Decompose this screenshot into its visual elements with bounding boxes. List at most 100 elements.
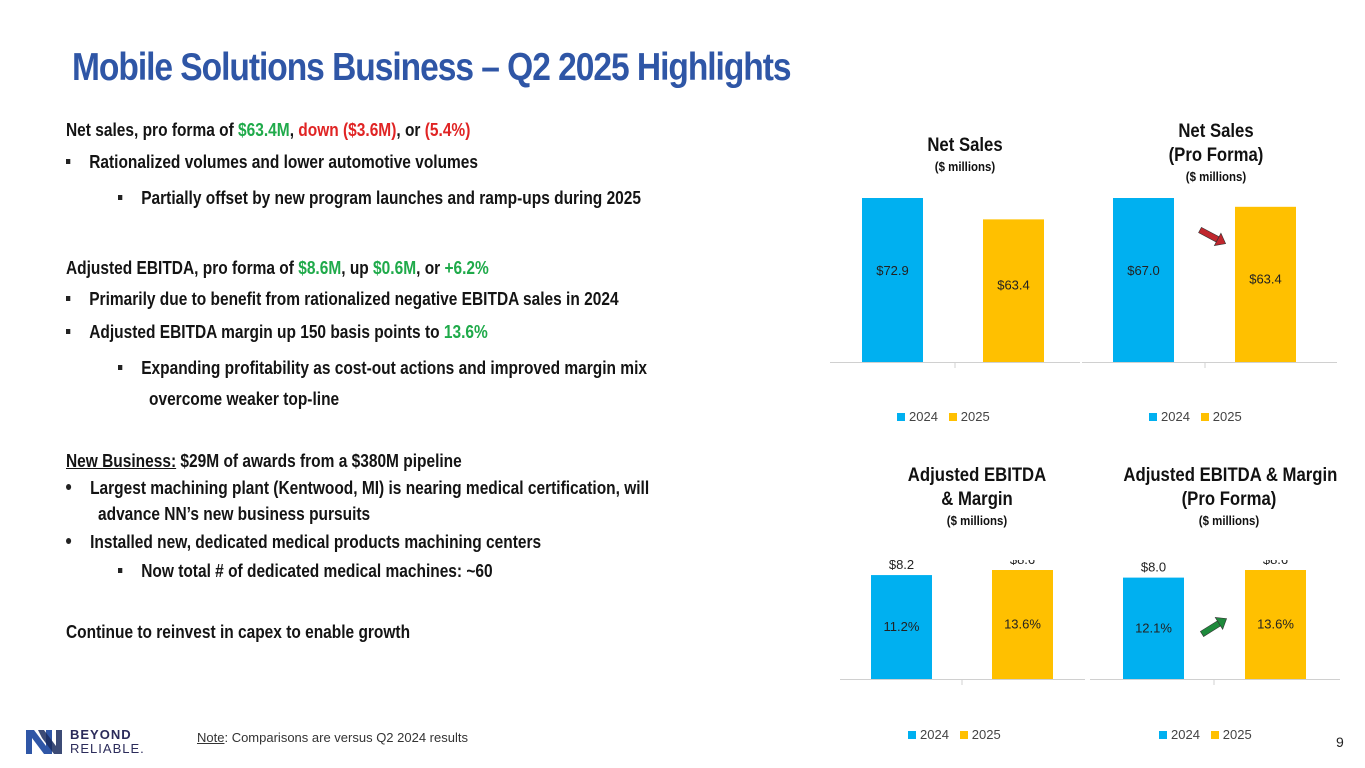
chart-subtitle: ($ millions) — [1198, 513, 1260, 528]
legend: 2024 2025 — [1149, 409, 1242, 424]
text-of: of — [214, 120, 239, 140]
chart-title-net-sales: Net Sales ($ millions) — [877, 134, 1053, 176]
chart-title-text: (Pro Forma) — [1181, 489, 1277, 510]
list-item-text: Adjusted EBITDA margin up 150 basis poin… — [89, 322, 444, 342]
margin-label: 13.6% — [1004, 617, 1041, 632]
legend-label: 2025 — [1222, 727, 1252, 742]
ebitda-pf-chart: $8.0 12.1% $8.6 13.6% — [1090, 560, 1340, 685]
chart-subtitle: ($ millions) — [934, 159, 996, 174]
list-item-text: Installed new, dedicated medical product… — [90, 532, 542, 552]
data-label: $8.6 — [1010, 560, 1035, 567]
new-business-text: $29M of awards from a $380M pipeline — [176, 451, 462, 471]
bullet-marker — [66, 158, 71, 164]
list-item-continuation: advance NN’s new business pursuits — [98, 504, 371, 524]
data-label: $63.4 — [1249, 271, 1282, 286]
page-number: 9 — [1336, 734, 1344, 750]
list-item: Now total # of dedicated medical machine… — [118, 561, 493, 582]
data-label: $8.6 — [1263, 560, 1288, 567]
list-item-text: Expanding profitability as cost-out acti… — [141, 358, 647, 378]
arrow-head — [1214, 617, 1228, 631]
net-sales-change: down ($3.6M) — [298, 120, 397, 140]
legend-swatch-2025 — [1200, 413, 1209, 421]
data-label: $63.4 — [997, 278, 1030, 293]
new-business-headline: New Business: $29M of awards from a $380… — [66, 451, 462, 472]
legend-label: 2025 — [960, 409, 990, 424]
chart-title-text: Adjusted EBITDA & Margin — [1123, 465, 1338, 486]
list-item: Primarily due to benefit from rationaliz… — [66, 289, 619, 310]
chart-title-text: Net Sales — [927, 135, 1003, 156]
data-label: $8.0 — [1141, 560, 1166, 575]
footnote: Note: Comparisons are versus Q2 2024 res… — [197, 730, 468, 745]
bar-2024 — [1113, 198, 1174, 362]
arrow-shaft — [1198, 226, 1220, 243]
legend-swatch-2024 — [908, 731, 916, 739]
net-sales-value: $63.4M — [238, 120, 290, 140]
legend-swatch-2025 — [959, 731, 968, 739]
data-label: $67.0 — [1127, 263, 1160, 278]
bullet-marker — [118, 567, 123, 573]
margin-label: 11.2% — [884, 619, 920, 634]
list-item: Installed new, dedicated medical product… — [66, 532, 541, 553]
net-sales-pct: (5.4%) — [424, 120, 471, 140]
bullet-marker — [66, 538, 72, 545]
logo-line2: RELIABLE. — [70, 741, 145, 756]
legend-swatch-2025 — [948, 413, 957, 421]
list-item-text: Primarily due to benefit from rationaliz… — [89, 289, 619, 309]
legend-swatch-2024 — [1159, 731, 1167, 739]
bar-2025 — [992, 570, 1053, 679]
chart-title-ebitda: Adjusted EBITDA & Margin ($ millions) — [889, 464, 1065, 530]
bullet-marker — [118, 194, 123, 200]
net-sales-pf-chart: $67.0 $63.4 — [1082, 198, 1337, 368]
list-item-text: Rationalized volumes and lower automotiv… — [89, 152, 479, 172]
text-comma: , — [289, 120, 299, 140]
ebitda-change: $0.6M — [373, 258, 417, 278]
margin-label: 12.1% — [1135, 620, 1172, 635]
legend-label: 2024 — [920, 727, 949, 742]
list-item: Adjusted EBITDA margin up 150 basis poin… — [66, 322, 488, 343]
page-title: Mobile Solutions Business – Q2 2025 High… — [72, 46, 792, 89]
new-business-label: New Business: — [66, 451, 177, 471]
list-item: Largest machining plant (Kentwood, MI) i… — [66, 478, 649, 499]
chart-title-text: (Pro Forma) — [1168, 145, 1264, 166]
net-sales-label: Net sales, pro forma — [66, 120, 215, 140]
bar-2025 — [1235, 206, 1296, 362]
bar-2025 — [983, 219, 1044, 362]
arrow-shaft — [1199, 620, 1221, 637]
footnote-text: : Comparisons are versus Q2 2024 results — [224, 730, 468, 745]
chart-title-text: Adjusted EBITDA — [907, 465, 1047, 486]
list-item-text: Partially offset by new program launches… — [141, 188, 642, 208]
ebitda-value: $8.6M — [298, 258, 342, 278]
bullet-marker — [66, 295, 71, 301]
bar-2024 — [871, 575, 932, 679]
ebitda-headline: Adjusted EBITDA, pro forma of $8.6M, up … — [66, 258, 489, 279]
legend-label: 2024 — [909, 409, 938, 424]
logo-text: BEYOND RELIABLE. — [70, 728, 145, 756]
chart-subtitle: ($ millions) — [946, 513, 1008, 528]
chart-title-text: & Margin — [941, 489, 1013, 510]
bullet-marker — [118, 364, 123, 370]
chart-subtitle: ($ millions) — [1185, 169, 1247, 184]
legend-label: 2024 — [1161, 409, 1190, 424]
text-or: , or — [396, 120, 425, 140]
text-of: of — [274, 258, 299, 278]
legend-swatch-2024 — [1149, 413, 1157, 421]
bullet-marker — [66, 328, 71, 334]
legend: 2024 2025 — [1159, 727, 1252, 742]
list-item: Partially offset by new program launches… — [118, 188, 641, 209]
bullet-marker — [66, 484, 72, 491]
legend-swatch-2025 — [1210, 731, 1219, 739]
list-item: Expanding profitability as cost-out acti… — [118, 358, 647, 379]
chart-title-text: Net Sales — [1178, 121, 1254, 142]
ebitda-pct: +6.2% — [444, 258, 489, 278]
net-sales-headline: Net sales, pro forma of $63.4M, down ($3… — [66, 120, 470, 141]
data-label: $8.2 — [889, 560, 914, 572]
text-or: , or — [416, 258, 445, 278]
bar-2024 — [1123, 577, 1184, 679]
legend: 2024 2025 — [908, 727, 1001, 742]
ebitda-margin-value: 13.6% — [443, 322, 488, 342]
legend-label: 2024 — [1171, 727, 1200, 742]
arrow-head — [1213, 232, 1227, 246]
logo-mark-icon — [26, 730, 62, 754]
list-item: Rationalized volumes and lower automotiv… — [66, 152, 478, 173]
legend-swatch-2024 — [897, 413, 905, 421]
